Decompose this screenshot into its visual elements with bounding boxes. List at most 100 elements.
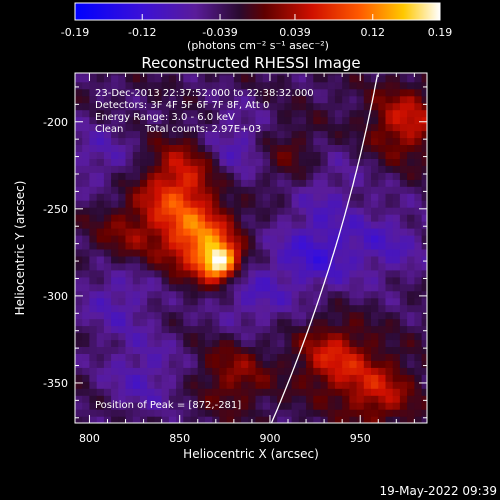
heatmap-cell (392, 248, 401, 257)
heatmap-cell (75, 234, 83, 243)
heatmap-cell (82, 73, 90, 76)
heatmap-cell (241, 74, 249, 83)
heatmap-cell (226, 144, 235, 152)
heatmap-cell (147, 409, 155, 417)
heatmap-cell (414, 214, 423, 222)
heatmap-cell (190, 311, 199, 320)
heatmap-cell (82, 269, 90, 278)
heatmap-cell (327, 346, 336, 354)
heatmap-cell (147, 276, 155, 285)
heatmap-cell (75, 73, 83, 76)
heatmap-cell (147, 207, 155, 215)
heatmap-cell (277, 95, 285, 104)
heatmap-cell (407, 276, 415, 285)
heatmap-cell (147, 116, 155, 125)
heatmap-cell (399, 116, 408, 125)
heatmap-cell (147, 360, 155, 368)
heatmap-cell (103, 151, 112, 159)
heatmap-cell (241, 374, 249, 382)
heatmap-cell (154, 388, 163, 396)
heatmap-cell (212, 165, 220, 173)
heatmap-cell (111, 262, 119, 271)
heatmap-cell (385, 214, 394, 222)
heatmap-cell (233, 95, 242, 104)
heatmap-cell (327, 74, 336, 83)
heatmap-cell (320, 262, 329, 271)
heatmap-cell (414, 311, 423, 320)
heatmap-cell (421, 234, 427, 243)
heatmap-cell (262, 311, 271, 320)
heatmap-cell (363, 290, 372, 299)
heatmap-cell (313, 74, 322, 83)
heatmap-cell (161, 402, 170, 410)
heatmap-cell (176, 193, 184, 201)
heatmap-cell (161, 318, 170, 327)
heatmap-cell (399, 151, 408, 159)
heatmap-cell (414, 325, 423, 334)
heatmap-cell (176, 81, 184, 90)
heatmap-cell (190, 73, 199, 76)
heatmap-cell (284, 81, 293, 90)
heatmap-cell (255, 402, 264, 410)
heatmap-cell (298, 269, 307, 278)
heatmap-cell (291, 221, 300, 229)
heatmap-cell (241, 186, 249, 194)
heatmap-cell (125, 109, 134, 118)
heatmap-cell (327, 123, 336, 132)
heatmap-cell (183, 297, 192, 306)
heatmap-cell (226, 360, 235, 368)
heatmap-cell (270, 228, 278, 236)
heatmap-cell (356, 172, 365, 180)
heatmap-cell (356, 409, 365, 417)
heatmap-cell (298, 283, 307, 292)
heatmap-cell (111, 151, 119, 159)
heatmap-cell (190, 241, 199, 250)
heatmap-cell (298, 290, 307, 299)
heatmap-cell (414, 73, 423, 76)
heatmap-cell (342, 172, 350, 180)
heatmap-cell (111, 234, 119, 243)
heatmap-cell (140, 137, 148, 145)
heatmap-cell (154, 367, 163, 375)
heatmap-cell (89, 234, 98, 243)
heatmap-cell (399, 276, 408, 285)
heatmap-cell (327, 95, 336, 104)
heatmap-cell (241, 151, 249, 159)
heatmap-cell (154, 73, 163, 76)
heatmap-cell (371, 381, 379, 389)
heatmap-cell (197, 151, 206, 159)
heatmap-cell (140, 304, 148, 313)
heatmap-cell (147, 367, 155, 375)
heatmap-cell (414, 297, 423, 306)
heatmap-cell (103, 332, 112, 341)
heatmap-cell (132, 395, 141, 403)
heatmap-cell (96, 311, 105, 320)
heatmap-cell (385, 109, 394, 118)
heatmap-cell (96, 158, 105, 166)
heatmap-cell (82, 367, 90, 375)
heatmap-cell (161, 137, 170, 145)
heatmap-cell (118, 269, 127, 278)
heatmap-cell (140, 409, 148, 417)
heatmap-cell (147, 179, 155, 187)
heatmap-cell (219, 276, 228, 285)
heatmap-cell (414, 395, 423, 403)
heatmap-cell (363, 416, 372, 423)
heatmap-cell (168, 88, 177, 97)
heatmap-cell (291, 255, 300, 264)
heatmap-cell (132, 290, 141, 299)
heatmap-cell (399, 283, 408, 292)
heatmap-cell (363, 255, 372, 264)
heatmap-cell (103, 123, 112, 132)
heatmap-cell (197, 276, 206, 285)
heatmap-cell (349, 241, 358, 250)
heatmap-cell (140, 255, 148, 264)
heatmap-cell (298, 186, 307, 194)
heatmap-cell (414, 402, 423, 410)
heatmap-cell (421, 95, 427, 104)
heatmap-cell (255, 276, 264, 285)
heatmap-cell (385, 255, 394, 264)
heatmap-cell (421, 395, 427, 403)
heatmap-cell (147, 137, 155, 145)
heatmap-cell (414, 409, 423, 417)
